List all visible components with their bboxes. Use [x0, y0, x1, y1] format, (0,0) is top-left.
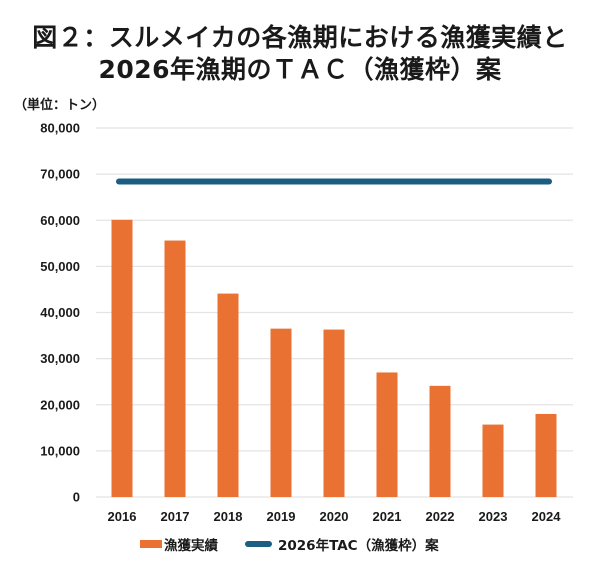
y-tick-label: 10,000 [40, 443, 80, 458]
x-tick-label: 2016 [108, 509, 137, 524]
x-tick-label: 2022 [426, 509, 455, 524]
bar-2016 [111, 219, 133, 497]
bar-2024 [535, 413, 557, 497]
legend-swatch-tac [245, 541, 272, 547]
legend-swatch-catch [140, 540, 162, 548]
x-tick-label: 2023 [479, 509, 508, 524]
chart-title-line-2: 2026年漁期のＴＡＣ（漁獲枠）案 [98, 55, 502, 84]
legend: 漁獲実績 2026年TAC（漁獲枠）案 [0, 533, 600, 555]
y-tick-label: 80,000 [40, 121, 80, 136]
y-tick-label: 70,000 [40, 167, 80, 182]
x-tick-label: 2020 [320, 509, 349, 524]
y-tick-label: 50,000 [40, 259, 80, 274]
y-tick-label: 40,000 [40, 305, 80, 320]
unit-label: （単位：トン） [14, 98, 106, 113]
legend-item-tac: 2026年TAC（漁獲枠）案 [245, 533, 439, 555]
x-tick-label: 2018 [214, 509, 243, 524]
bar-2017 [164, 240, 186, 498]
y-tick-label: 0 [73, 490, 80, 505]
bar-2019 [270, 328, 292, 497]
x-tick-label: 2019 [267, 509, 296, 524]
y-tick-label: 30,000 [40, 351, 80, 366]
bar-2018 [217, 293, 239, 497]
x-tick-label: 2021 [373, 509, 402, 524]
x-tick-label: 2024 [532, 509, 562, 524]
bar-2023 [482, 424, 504, 497]
legend-label-catch: 漁獲実績 [164, 538, 218, 554]
x-axis-tick-labels: 2016 2017 2018 2019 2020 2021 2022 2023 2024 [108, 509, 562, 524]
legend-item-catch: 漁獲実績 [140, 533, 218, 555]
bar-2021 [376, 372, 398, 497]
y-tick-label: 20,000 [40, 397, 80, 412]
chart-plot: 0 10,000 20,000 30,000 40,000 50,000 60,000 70,… [40, 121, 573, 524]
x-tick-label: 2017 [161, 509, 190, 524]
legend-label-tac: 2026年TAC（漁獲枠）案 [278, 538, 439, 554]
y-tick-label: 60,000 [40, 213, 80, 228]
chart-title: 図２：スルメイカの各漁期における漁獲実績と 2026年漁期のＴＡＣ（漁獲枠）案 [0, 22, 600, 86]
y-axis-tick-labels: 0 10,000 20,000 30,000 40,000 50,000 60,000 70,… [40, 121, 80, 505]
bar-2020 [323, 329, 345, 497]
bar-2022 [429, 385, 451, 497]
chart-title-line-1: 図２：スルメイカの各漁期における漁獲実績と [32, 23, 568, 52]
catch-bars [111, 219, 557, 498]
